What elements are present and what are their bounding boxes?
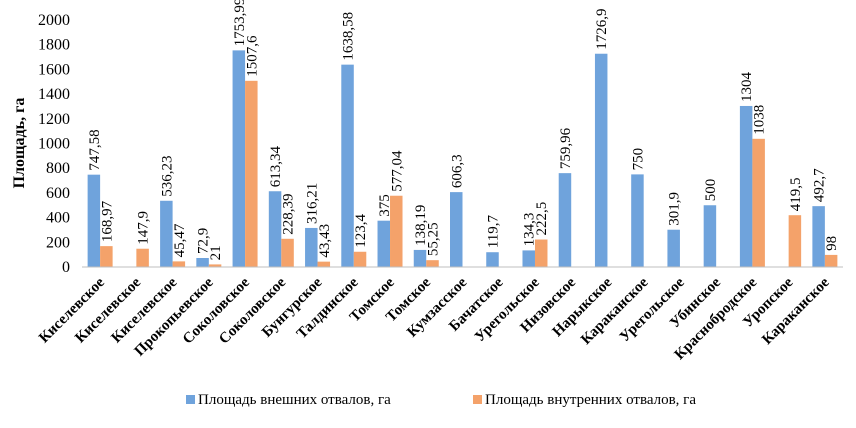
data-label-internal: 222,5 [534, 202, 550, 236]
bar-internal [136, 248, 149, 267]
y-tick-label: 2000 [38, 12, 70, 29]
data-label-external: 316,21 [304, 183, 320, 224]
y-tick-label: 400 [46, 210, 70, 227]
legend-swatch-external [186, 395, 195, 404]
bar-external [268, 191, 282, 267]
data-label-external: 492,7 [812, 168, 828, 202]
y-axis-ticks: 0 200 400 600 800 1000 1200 1400 1600 1800 2000 [38, 12, 70, 276]
data-label-external: 750 [630, 148, 646, 171]
data-label-internal: 45,47 [172, 223, 188, 257]
y-tick-label: 600 [46, 185, 70, 202]
y-tick-label: 0 [62, 259, 70, 276]
data-label-internal: 228,39 [281, 194, 297, 235]
y-tick-label: 800 [46, 160, 70, 177]
bar-internal [353, 251, 367, 267]
bar-internal [752, 138, 765, 267]
data-label-internal: 43,43 [317, 224, 333, 258]
data-label-external: 1304 [739, 71, 755, 102]
data-label-internal: 147,9 [136, 211, 152, 245]
data-label-internal: 123,4 [353, 214, 369, 248]
bar-external [413, 249, 427, 267]
data-label-external: 138,19 [413, 205, 429, 246]
data-label-external: 613,34 [268, 146, 284, 188]
bar-external [377, 220, 391, 267]
category-labels: КиселевскоеКиселевскоеКиселевскоеПрокопь… [36, 274, 833, 363]
bar-internal [824, 254, 838, 267]
bar-external [160, 200, 173, 267]
bar-internal [788, 215, 802, 267]
data-label-internal: 168,97 [99, 200, 115, 242]
y-tick-label: 1400 [38, 86, 70, 103]
bar-external [450, 192, 463, 267]
bars [87, 50, 838, 268]
y-tick-label: 1000 [38, 136, 70, 153]
data-label-external: 500 [703, 179, 719, 202]
data-label-external: 606,3 [449, 154, 465, 188]
bar-internal [172, 261, 186, 267]
data-label-external: 1726,9 [594, 8, 610, 49]
bar-external [812, 206, 825, 267]
data-label-internal: 419,5 [788, 177, 804, 211]
bar-external [341, 64, 354, 267]
bar-external [87, 174, 101, 267]
bar-internal [426, 260, 439, 267]
data-label-external: 72,9 [196, 228, 212, 254]
bar-external [594, 53, 608, 268]
bar-external [486, 252, 499, 267]
data-label-external: 375 [377, 194, 393, 217]
data-label-internal: 21 [208, 245, 224, 260]
bar-external [232, 50, 246, 267]
y-tick-label: 1600 [38, 61, 70, 78]
legend-swatch-internal [473, 395, 482, 404]
data-label-external: 1638,58 [341, 12, 357, 61]
data-label-external: 301,9 [667, 192, 683, 226]
data-labels: 747,58 168,97 147,9 536,23 45,47 72,921 1753,9… [87, 0, 840, 260]
bar-internal [208, 264, 222, 267]
data-label-internal: 55,25 [426, 222, 442, 256]
bar-external [667, 229, 680, 267]
bar-external [631, 174, 644, 268]
data-label-internal: 577,04 [389, 150, 405, 192]
bar-internal [317, 261, 331, 267]
y-tick-label: 200 [46, 234, 70, 251]
bar-internal [245, 80, 258, 267]
bar-external [703, 205, 717, 267]
bar-external [739, 105, 753, 268]
bar-external [522, 250, 535, 267]
data-label-internal: 1507,6 [244, 35, 260, 77]
bar-external [196, 258, 209, 267]
bar-internal [100, 246, 113, 267]
data-label-internal: 98 [824, 236, 840, 251]
y-tick-label: 1800 [38, 37, 70, 54]
data-label-external: 536,23 [159, 156, 175, 197]
legend-label-internal: Площадь внутренних отвалов, га [485, 392, 696, 408]
bar-internal [390, 195, 403, 267]
legend: Площадь внешних отвалов, га Площадь внут… [186, 392, 696, 408]
y-tick-label: 1200 [38, 111, 70, 128]
bar-external [305, 227, 318, 267]
bar-external [558, 173, 572, 267]
data-label-internal: 1038 [752, 105, 768, 135]
y-axis-label: Площадь, га [11, 98, 28, 189]
data-label-external: 1753,99 [232, 0, 248, 46]
data-label-external: 134,3 [522, 213, 538, 247]
legend-label-external: Площадь внешних отвалов, га [198, 392, 391, 408]
bar-internal [534, 239, 548, 267]
data-label-external: 119,7 [485, 215, 501, 249]
data-label-external: 747,58 [87, 129, 103, 170]
data-label-external: 759,96 [558, 127, 574, 169]
bar-internal [281, 238, 294, 267]
